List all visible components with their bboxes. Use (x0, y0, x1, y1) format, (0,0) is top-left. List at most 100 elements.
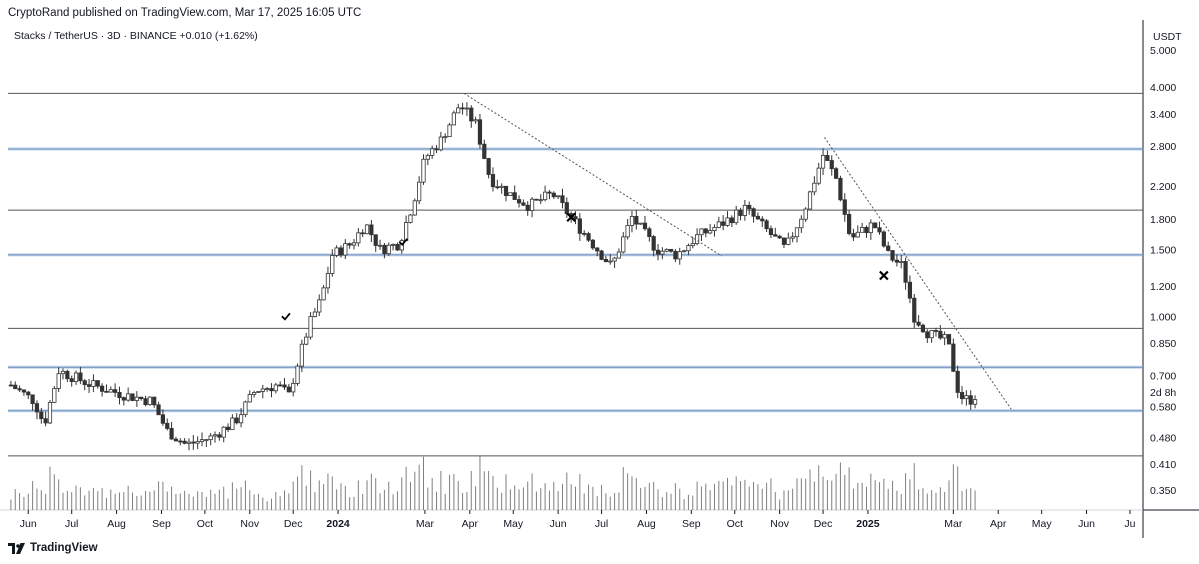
candle-body (312, 311, 318, 317)
candle-body (221, 426, 226, 438)
tradingview-logo[interactable]: TradingView (8, 542, 98, 554)
candle-body (612, 257, 617, 262)
x-tick-label: Jun (550, 518, 567, 530)
candle-body (160, 414, 166, 424)
candle-body (621, 236, 626, 253)
candle-body (655, 249, 661, 255)
candle-body (681, 250, 687, 253)
candle-body (321, 287, 326, 301)
candle-body (573, 216, 578, 220)
candle-body (516, 199, 522, 204)
candle-body (286, 386, 291, 393)
candle-body (156, 404, 161, 416)
candle-body (738, 209, 743, 216)
candle-body (551, 192, 556, 198)
candle-body (47, 401, 53, 424)
candle-body (590, 239, 595, 249)
candle-body (899, 261, 904, 263)
candle-body (243, 401, 248, 416)
candle-body (143, 398, 148, 406)
candle-body (912, 297, 917, 323)
candle-body (299, 343, 304, 367)
candle-body (347, 243, 352, 246)
price-chart[interactable]: USDT 5.000 4.000 3.400 2.800 2.200 1.800 1.500 1… (0, 20, 1199, 538)
candle-body (204, 439, 209, 442)
x-mark-icon (566, 212, 576, 223)
candle-body (690, 243, 695, 246)
candle-body (139, 396, 144, 400)
candle-body (781, 237, 787, 245)
candle-body (686, 245, 691, 252)
candle-body (503, 185, 509, 196)
candle-body (595, 247, 600, 252)
symbol-info: Stacks / TetherUS · 3D · BINANCE +0.010 … (14, 30, 258, 42)
currency-label: USDT (1153, 31, 1182, 43)
candle-body (269, 388, 274, 392)
publisher-line: CryptoRand published on TradingView.com,… (8, 7, 362, 19)
candle-body (699, 228, 704, 236)
candle-body (39, 411, 44, 420)
candle-body (317, 299, 322, 313)
candle-body (920, 324, 926, 333)
candle-body (829, 160, 834, 170)
y-tick-label: 0.850 (1150, 338, 1176, 350)
candle-body (742, 204, 747, 216)
x-tick-label: Nov (770, 518, 789, 530)
candle-body (816, 167, 821, 184)
candle-body (634, 216, 639, 225)
candle-body (577, 218, 582, 234)
trendline (824, 137, 1012, 410)
candle-body (651, 236, 656, 251)
candle-body (460, 107, 465, 110)
candle-body (525, 204, 530, 211)
x-tick-label: Jun (20, 518, 37, 530)
candle-body (195, 441, 200, 444)
candle-body (265, 388, 270, 390)
candle-body (534, 198, 539, 201)
candle-body (338, 247, 344, 256)
y-tick-label: 0.480 (1150, 433, 1176, 445)
candle-body (916, 321, 921, 326)
candle-body (851, 233, 856, 238)
candle-body (182, 440, 187, 444)
candle-body (273, 384, 278, 392)
candle-body (877, 227, 882, 233)
candle-body (820, 155, 826, 169)
candle-body (838, 177, 843, 201)
candle-body (712, 227, 717, 231)
candle-body (760, 218, 765, 222)
x-tick-label: 2025 (856, 518, 880, 530)
candle-body (664, 248, 669, 252)
candle-body (56, 373, 61, 389)
candle-body (69, 378, 74, 382)
candle-body (933, 330, 939, 332)
candle-body (955, 370, 960, 393)
candle-body (373, 234, 378, 246)
candle-body (212, 434, 218, 437)
candle-body (247, 394, 252, 403)
x-tick-label: Mar (944, 518, 963, 530)
y-tick-label: 1.800 (1150, 214, 1176, 226)
candle-body (225, 426, 231, 431)
candle-body (308, 316, 313, 338)
candle-body (799, 218, 804, 229)
candle-body (708, 230, 713, 234)
brand-label: TradingView (30, 542, 98, 554)
x-tick-label: Sep (152, 518, 171, 530)
candle-body (78, 372, 83, 382)
y-tick-label: 0.700 (1150, 370, 1176, 382)
candle-body (721, 221, 726, 226)
candle-body (404, 222, 409, 242)
candle-body (34, 403, 40, 413)
candle-body (304, 336, 309, 345)
candle-body (942, 334, 947, 339)
x-tick-label: Jul (595, 518, 608, 530)
trendline (463, 92, 722, 257)
y-tick-label: 1.200 (1150, 281, 1176, 293)
candle-body (929, 330, 934, 339)
candle-body (278, 384, 283, 387)
candle-body (473, 119, 478, 122)
x-tick-label: Dec (284, 518, 303, 530)
candle-body (30, 394, 35, 404)
x-tick-label: Nov (240, 518, 259, 530)
